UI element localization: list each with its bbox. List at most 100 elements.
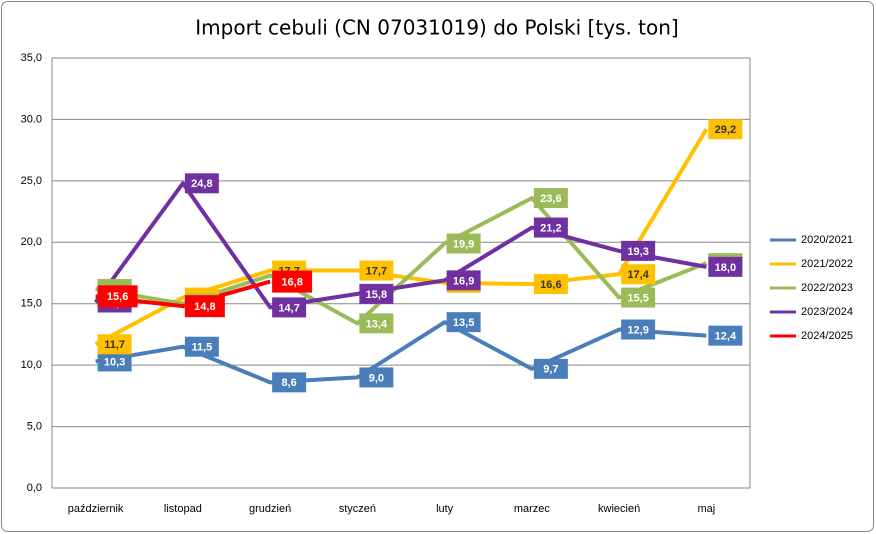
data-label: 9,7 bbox=[533, 358, 568, 379]
data-label-text: 14,7 bbox=[278, 302, 299, 314]
x-tick-label: październik bbox=[68, 503, 124, 515]
data-label-text: 16,6 bbox=[540, 279, 561, 291]
data-label: 15,5 bbox=[621, 287, 656, 308]
data-label: 11,5 bbox=[184, 336, 219, 357]
data-label-text: 9,0 bbox=[369, 372, 384, 384]
data-label: 16,9 bbox=[446, 270, 481, 291]
data-label: 12,4 bbox=[708, 325, 743, 346]
series-line bbox=[94, 181, 707, 310]
data-label-box bbox=[708, 325, 743, 346]
data-label: 29,2 bbox=[708, 119, 743, 140]
data-label: 23,6 bbox=[533, 188, 568, 209]
data-label: 15,6 bbox=[97, 285, 138, 308]
y-tick-label: 5,0 bbox=[27, 420, 42, 432]
data-label-box bbox=[97, 334, 132, 355]
x-tick-label: grudzień bbox=[249, 503, 291, 515]
data-label-text: 15,8 bbox=[366, 289, 387, 301]
data-label: 8,6 bbox=[272, 372, 307, 393]
x-tick-label: luty bbox=[436, 503, 454, 515]
legend-label: 2020/2021 bbox=[801, 234, 853, 246]
data-label-box bbox=[708, 256, 743, 277]
x-tick-label: kwiecień bbox=[598, 503, 640, 515]
data-label: 15,8 bbox=[359, 283, 394, 304]
legend-label: 2022/2023 bbox=[801, 282, 853, 294]
data-label: 21,2 bbox=[533, 217, 568, 238]
data-label-text: 14,8 bbox=[194, 301, 215, 313]
data-label-box bbox=[272, 297, 307, 318]
data-label-text: 12,9 bbox=[627, 324, 648, 336]
data-label: 19,3 bbox=[621, 240, 656, 261]
data-label-text: 10,3 bbox=[104, 356, 125, 368]
data-label-box bbox=[97, 351, 132, 372]
legend-label: 2021/2022 bbox=[801, 258, 853, 270]
data-label-text: 19,3 bbox=[627, 246, 648, 258]
data-label-text: 13,4 bbox=[366, 318, 388, 330]
data-label-box bbox=[621, 240, 656, 261]
chart-title: Import cebuli (CN 07031019) do Polski [t… bbox=[195, 16, 678, 40]
x-tick-label: styczeń bbox=[339, 503, 376, 515]
data-label-box bbox=[621, 287, 656, 308]
data-label-box bbox=[272, 270, 313, 293]
y-tick-label: 20,0 bbox=[21, 236, 42, 248]
data-label: 13,5 bbox=[446, 312, 481, 333]
data-label-text: 8,6 bbox=[281, 377, 296, 389]
data-label-text: 17,4 bbox=[627, 269, 649, 281]
y-tick-label: 10,0 bbox=[21, 359, 42, 371]
data-label: 13,4 bbox=[359, 313, 394, 334]
data-label: 24,8 bbox=[184, 173, 219, 194]
x-tick-label: maj bbox=[698, 503, 716, 515]
data-label: 14,7 bbox=[272, 297, 307, 318]
legend-label: 2023/2024 bbox=[801, 306, 853, 318]
data-label: 11,7 bbox=[97, 334, 132, 355]
data-label: 19,9 bbox=[446, 233, 481, 254]
data-label: 17,4 bbox=[621, 264, 656, 285]
data-label: 18,0 bbox=[708, 256, 743, 277]
data-label-box bbox=[359, 283, 394, 304]
y-tick-label: 0,0 bbox=[27, 482, 42, 494]
data-label-text: 12,4 bbox=[715, 331, 737, 343]
data-label-text: 13,5 bbox=[453, 317, 474, 329]
data-label-box bbox=[621, 319, 656, 340]
data-label-box bbox=[533, 217, 568, 238]
y-tick-label: 35,0 bbox=[21, 52, 42, 64]
data-label-box bbox=[621, 264, 656, 285]
data-label-text: 15,5 bbox=[627, 292, 648, 304]
data-label-box bbox=[359, 260, 394, 281]
x-tick-label: listopad bbox=[164, 503, 202, 515]
data-label-text: 23,6 bbox=[540, 193, 561, 205]
data-label-box bbox=[272, 372, 307, 393]
data-label-text: 9,7 bbox=[543, 364, 558, 376]
data-label-box bbox=[533, 358, 568, 379]
data-label: 9,0 bbox=[359, 367, 394, 388]
data-label-box bbox=[184, 336, 219, 357]
data-label: 10,3 bbox=[97, 351, 132, 372]
data-label: 16,6 bbox=[533, 274, 568, 295]
y-tick-label: 30.0 bbox=[21, 113, 42, 125]
y-tick-label: 25,0 bbox=[21, 175, 42, 187]
data-label-box bbox=[97, 285, 138, 308]
data-label-box bbox=[446, 233, 481, 254]
data-label: 16,8 bbox=[272, 270, 313, 293]
data-label-text: 11,5 bbox=[191, 342, 212, 354]
data-label-box bbox=[708, 119, 743, 140]
data-label: 17,7 bbox=[359, 260, 394, 281]
data-label-box bbox=[446, 270, 481, 291]
data-label-box bbox=[359, 367, 394, 388]
y-tick-label: 15,0 bbox=[21, 298, 42, 310]
data-label-box bbox=[533, 274, 568, 295]
x-tick-label: marzec bbox=[514, 503, 551, 515]
data-label-text: 18,0 bbox=[715, 262, 736, 274]
data-label-text: 24,8 bbox=[191, 178, 212, 190]
legend-label: 2024/2025 bbox=[801, 330, 853, 342]
data-label-text: 17,7 bbox=[366, 265, 387, 277]
data-label-text: 29,2 bbox=[715, 124, 736, 136]
data-label: 12,9 bbox=[621, 319, 656, 340]
data-label-box bbox=[184, 173, 219, 194]
data-label-text: 16,9 bbox=[453, 275, 474, 287]
data-label: 14,8 bbox=[184, 295, 225, 318]
data-label-text: 11,7 bbox=[104, 339, 125, 351]
data-label-text: 21,2 bbox=[540, 222, 561, 234]
data-label-text: 16,8 bbox=[281, 277, 302, 289]
